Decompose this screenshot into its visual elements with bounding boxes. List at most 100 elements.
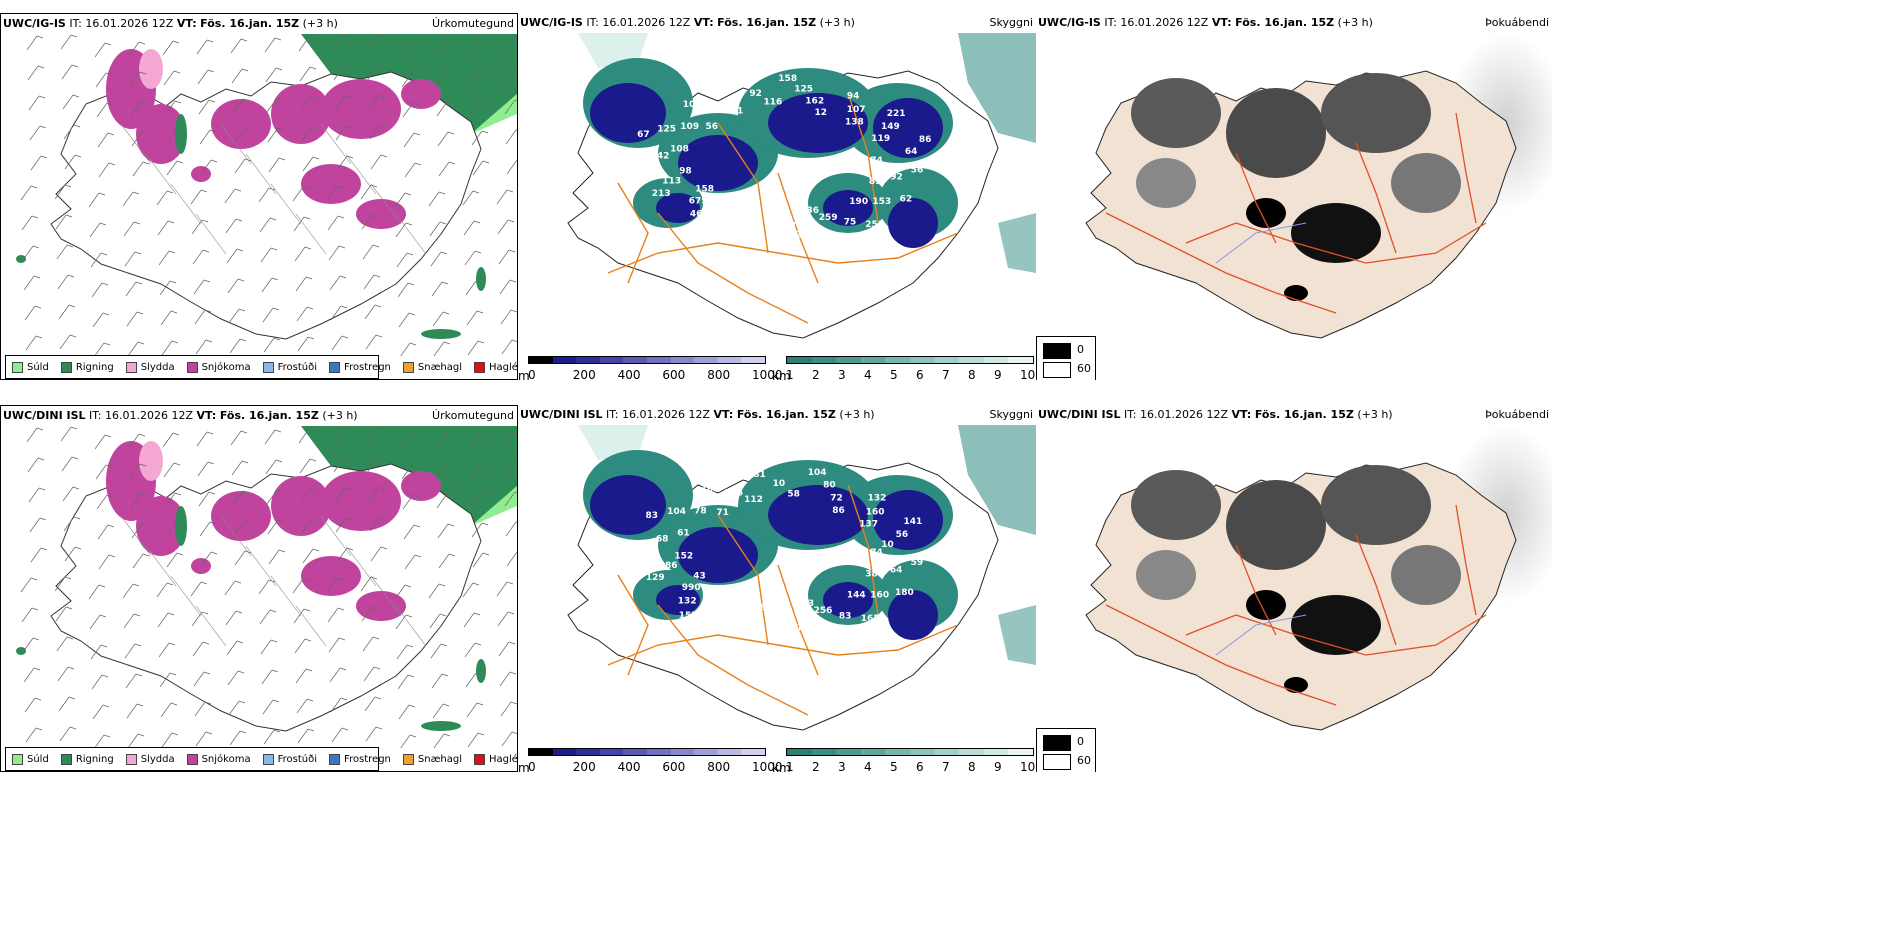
wind-barb-flag [477, 732, 485, 736]
cloud-base-label: 129 [646, 573, 665, 583]
wind-barb [92, 704, 104, 720]
wind-barb-flag [65, 214, 73, 218]
wind-barb [26, 35, 38, 51]
wind-barb [370, 546, 382, 562]
wind-barb-flag [175, 522, 183, 526]
wind-barb-flag [407, 282, 415, 286]
snow-area [301, 556, 361, 596]
wind-barb-flag [303, 608, 311, 612]
wind-barb [499, 279, 511, 295]
fog-legend: 0 60 [1036, 728, 1096, 772]
road-line [270, 183, 302, 225]
cloud-base-label: 162 [805, 96, 824, 106]
wind-barb [432, 311, 444, 327]
wind-barb [58, 304, 70, 320]
wind-barb [362, 244, 374, 260]
wind-barb [396, 644, 408, 660]
cloud-base-label: 125 [794, 85, 813, 95]
wind-barb-flag [237, 278, 245, 282]
wind-barb-flag [240, 38, 248, 42]
wind-barb-flag [447, 131, 455, 135]
wind-barb [132, 553, 144, 569]
wind-barb [496, 581, 508, 597]
wind-barb-flag [278, 157, 286, 161]
wind-barb [468, 432, 480, 448]
colorbar-step [670, 749, 695, 755]
wind-barb-flag [376, 426, 384, 430]
drizzle-area [471, 486, 517, 526]
wind-barb [294, 638, 306, 654]
wind-barb [192, 641, 204, 657]
wind-barb [89, 222, 101, 238]
wind-barb [164, 100, 176, 116]
cloud-base-label: 59 [911, 558, 924, 568]
wind-barb [431, 673, 443, 689]
legend-item: Slydda [125, 753, 175, 765]
wind-barb-flag [39, 517, 47, 521]
road-line [657, 604, 809, 716]
wind-barb-flag [439, 613, 447, 617]
road-line [717, 514, 769, 646]
wind-barb-flag [234, 188, 242, 192]
wind-barb [295, 276, 307, 292]
cloud-base-area [768, 93, 868, 153]
panel-title: Þokuábendi [1485, 16, 1549, 29]
wind-barb [467, 340, 479, 356]
wind-barb [97, 524, 109, 540]
panel-header: UWC/IG-IS IT: 16.01.2026 12Z VT: Fös. 16… [520, 16, 855, 29]
cloud-base-label: 46 [690, 209, 703, 219]
legend-item: Slydda [125, 361, 175, 373]
colorbar-step [599, 357, 624, 363]
snow-area [211, 491, 271, 541]
wind-barb [231, 68, 243, 84]
cloud-base-area [873, 490, 943, 550]
wind-barb-flag [141, 131, 149, 135]
cloud-base-label: 112 [744, 495, 763, 505]
wind-barb-flag [446, 493, 454, 497]
road-line [1185, 614, 1487, 656]
wind-barb [28, 95, 40, 111]
road-line [270, 575, 302, 617]
cloud-base-label: 160 [866, 507, 885, 517]
colorbar-tick: 1000 [752, 368, 783, 380]
wind-barb [435, 463, 447, 479]
wind-barb-flag [205, 731, 213, 735]
road-line [1105, 212, 1337, 314]
wind-barb [336, 155, 348, 171]
wind-barb [301, 126, 313, 142]
cloud-base-label: 163 [717, 598, 736, 608]
road-line [395, 213, 427, 255]
snow-area [356, 591, 406, 621]
wind-barb [260, 639, 272, 655]
wind-barb [29, 125, 41, 141]
cloud-base-label: 135 [722, 611, 741, 621]
wind-barb [301, 518, 313, 534]
wind-barb-flag [204, 701, 212, 705]
wind-barb-flag [104, 434, 112, 438]
wind-barb-flag [40, 155, 48, 159]
wind-barb [22, 245, 34, 261]
wind-barb-flag [105, 464, 113, 468]
fog-high-swatch [1043, 735, 1071, 751]
legend-label: Snæhagl [417, 753, 463, 765]
cloud-base-label: 187 [777, 222, 796, 232]
wind-barb-flag [443, 341, 451, 345]
wind-barb [234, 158, 246, 174]
wind-barb [403, 132, 415, 148]
wind-barb [158, 642, 170, 658]
wind-barb-flag [100, 252, 108, 256]
wind-barb-flag [33, 667, 41, 671]
colorbar-tick: 1000 [752, 760, 783, 772]
wind-barb [331, 727, 343, 743]
colorbar-tick: 200 [572, 368, 596, 380]
wind-barb-flag [66, 636, 74, 640]
wind-barb [466, 702, 478, 718]
river-line [1215, 614, 1307, 656]
wind-barb [364, 304, 376, 320]
wind-barb-flag [236, 640, 244, 644]
wind-barb [159, 280, 171, 296]
colorbar-step [670, 357, 695, 363]
fog-low-swatch [1043, 754, 1071, 770]
wind-barb-flag [345, 517, 353, 521]
wind-barb-flag [107, 524, 115, 528]
